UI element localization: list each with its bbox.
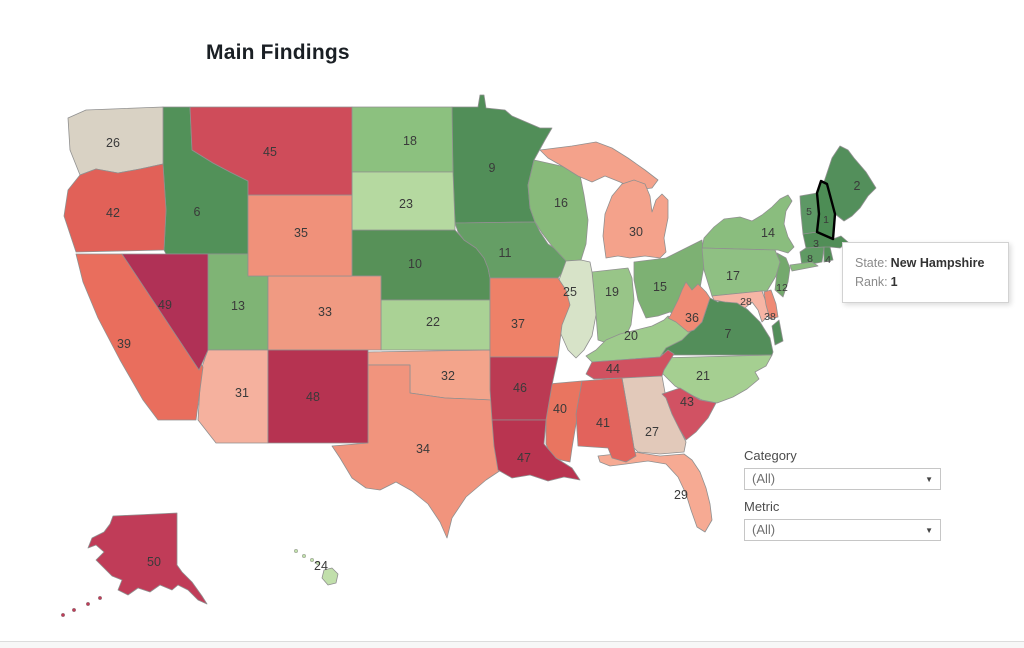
category-filter: Category (All) ▼ xyxy=(744,448,941,490)
state-TN[interactable] xyxy=(585,349,675,380)
state-MO[interactable] xyxy=(489,277,571,358)
state-TX[interactable] xyxy=(331,364,505,539)
state-WY[interactable] xyxy=(247,194,353,277)
state-OR[interactable] xyxy=(63,163,167,253)
metric-dropdown-value: (All) xyxy=(752,522,776,537)
category-dropdown[interactable]: (All) ▼ xyxy=(744,468,941,490)
state-HI-islands xyxy=(293,548,299,554)
state-MI[interactable] xyxy=(602,179,669,259)
state-AL[interactable] xyxy=(575,377,637,463)
state-ME[interactable] xyxy=(823,145,877,222)
state-HI-islands xyxy=(309,557,315,563)
state-tooltip: State: New Hampshire Rank: 1 xyxy=(842,242,1009,303)
tooltip-state-row: State: New Hampshire xyxy=(855,254,996,273)
state-AR[interactable] xyxy=(489,356,559,421)
state-NH[interactable] xyxy=(815,179,837,241)
state-HI[interactable] xyxy=(321,567,339,586)
state-HI-islands xyxy=(315,560,321,566)
state-VT[interactable] xyxy=(799,192,820,235)
state-NV[interactable] xyxy=(121,253,209,371)
state-SC[interactable] xyxy=(661,387,717,441)
state-NY[interactable] xyxy=(701,194,795,254)
state-WV[interactable] xyxy=(667,281,711,333)
metric-dropdown-caret-icon: ▼ xyxy=(925,526,933,535)
tooltip-state-label: State: xyxy=(855,256,888,270)
category-filter-label: Category xyxy=(744,448,797,463)
state-WA[interactable] xyxy=(67,106,164,176)
state-NY[interactable] xyxy=(789,261,819,272)
state-NM[interactable] xyxy=(267,349,369,444)
state-DE[interactable] xyxy=(763,289,779,320)
state-AK-islands xyxy=(60,612,66,618)
state-NC[interactable] xyxy=(649,354,773,404)
state-RI[interactable] xyxy=(823,246,834,263)
metric-filter-label: Metric xyxy=(744,499,780,514)
state-AK-islands xyxy=(97,595,103,601)
tooltip-rank-row: Rank: 1 xyxy=(855,273,996,292)
tooltip-rank-label: Rank: xyxy=(855,275,888,289)
state-VA[interactable] xyxy=(771,319,784,346)
tooltip-rank-value: 1 xyxy=(890,275,898,289)
state-AK-islands xyxy=(71,607,77,613)
state-AK-islands xyxy=(85,601,91,607)
state-CO[interactable] xyxy=(267,275,382,351)
metric-dropdown[interactable]: (All) ▼ xyxy=(744,519,941,541)
metric-filter: Metric (All) ▼ xyxy=(744,499,941,541)
category-dropdown-value: (All) xyxy=(752,471,776,486)
category-dropdown-caret-icon: ▼ xyxy=(925,475,933,484)
state-HI-islands xyxy=(301,553,307,559)
tooltip-state-value: New Hampshire xyxy=(890,256,985,270)
bottom-scroll-strip xyxy=(0,641,1024,648)
page-title: Main Findings xyxy=(206,41,350,64)
state-ND[interactable] xyxy=(351,106,454,173)
state-PA[interactable] xyxy=(701,247,781,297)
state-SD[interactable] xyxy=(351,171,456,231)
state-AK[interactable] xyxy=(87,512,208,605)
state-FL[interactable] xyxy=(597,451,713,533)
state-LA[interactable] xyxy=(491,419,581,482)
state-KS[interactable] xyxy=(380,299,491,351)
state-AZ[interactable] xyxy=(197,349,269,444)
state-MT[interactable] xyxy=(189,106,353,196)
